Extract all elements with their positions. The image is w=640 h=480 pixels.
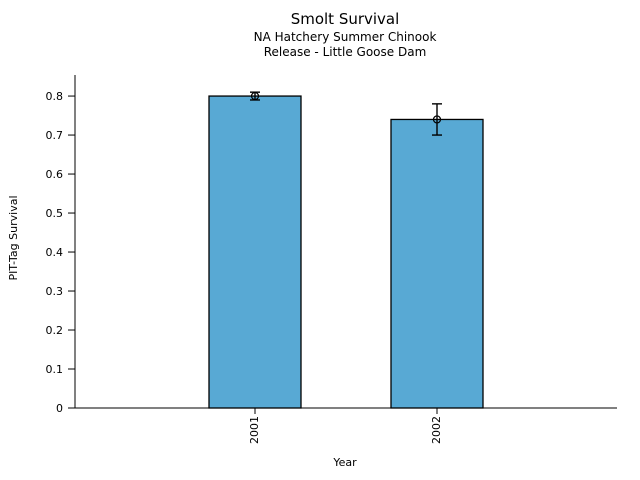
chart-subtitle-line2: Release - Little Goose Dam <box>263 45 427 59</box>
y-tick-label: 0.2 <box>45 323 64 337</box>
y-tick-label: 0.4 <box>45 245 64 259</box>
x-axis-label: Year <box>333 456 357 469</box>
error-bar-marker <box>250 91 260 101</box>
bar <box>390 118 484 409</box>
error-bar-marker <box>432 115 442 124</box>
y-tick-label: 0.6 <box>45 167 64 181</box>
y-tick-label: 0 <box>56 401 63 415</box>
y-axis-label: PIT-Tag Survival <box>7 195 20 281</box>
chart-title: Smolt Survival <box>290 10 400 28</box>
y-tick-label: 0.8 <box>45 89 64 103</box>
chart-subtitle-line1: NA Hatchery Summer Chinook <box>253 30 437 44</box>
y-tick-label: 0.5 <box>45 206 64 220</box>
y-tick-label: 0.3 <box>45 284 64 298</box>
bar <box>208 95 302 409</box>
x-tick-label: 2002 <box>430 416 443 444</box>
x-tick-label: 2001 <box>248 416 261 444</box>
y-tick-label: 0.7 <box>45 128 64 142</box>
y-tick-label: 0.1 <box>45 362 64 376</box>
